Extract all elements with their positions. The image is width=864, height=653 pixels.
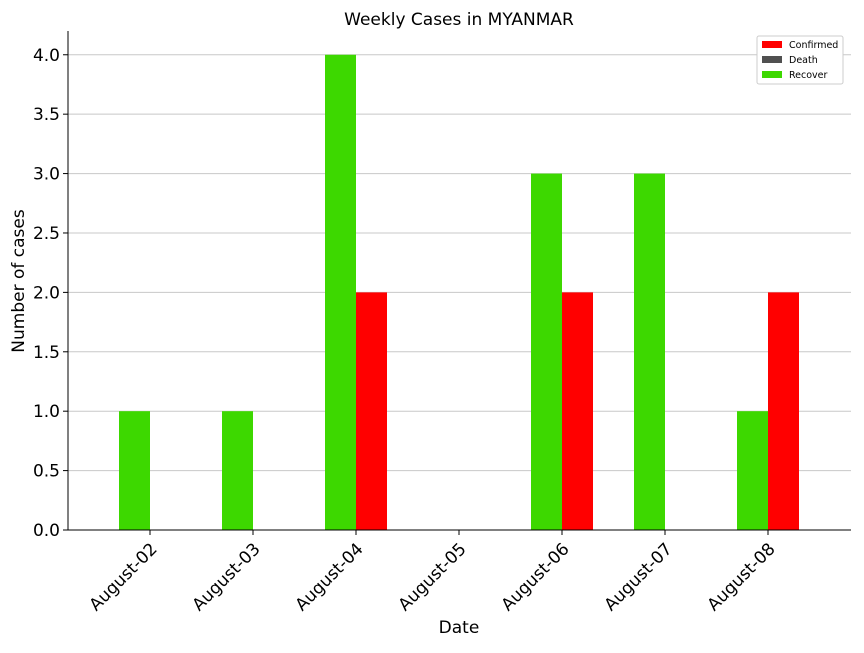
bars xyxy=(119,54,799,531)
y-tick-label: 1.0 xyxy=(33,402,60,422)
legend-label-recover: Recover xyxy=(789,70,828,81)
bar-recover-august-07 xyxy=(634,173,665,531)
y-tick-label: 1.5 xyxy=(33,343,60,363)
x-tick-label: August-07 xyxy=(601,539,677,615)
x-tick-label: August-06 xyxy=(498,539,574,615)
y-tick-label: 4.0 xyxy=(33,46,60,66)
axes xyxy=(67,31,851,531)
chart-title: Weekly Cases in MYANMAR xyxy=(344,10,574,30)
x-tick-label: August-08 xyxy=(704,539,780,615)
y-tick-label: 2.5 xyxy=(33,224,60,244)
bar-confirmed-august-08 xyxy=(768,292,799,530)
legend-swatch-confirmed xyxy=(762,41,782,48)
bar-recover-august-02 xyxy=(119,411,150,530)
x-tick-label: August-04 xyxy=(292,539,368,615)
bar-recover-august-04 xyxy=(325,54,356,531)
legend-label-death: Death xyxy=(789,55,818,66)
y-tick-label: 3.0 xyxy=(33,165,60,185)
legend-label-confirmed: Confirmed xyxy=(789,40,838,51)
y-tick-label: 0.5 xyxy=(33,462,60,482)
legend-swatch-death xyxy=(762,56,782,63)
x-tick-label: August-05 xyxy=(395,539,471,615)
legend: Confirmed Death Recover xyxy=(756,35,844,85)
x-tick-label: August-02 xyxy=(86,539,162,615)
bar-confirmed-august-06 xyxy=(562,292,593,530)
x-axis-label: Date xyxy=(439,618,480,638)
bar-recover-august-06 xyxy=(531,173,562,531)
bar-recover-august-08 xyxy=(737,411,768,530)
legend-swatch-recover xyxy=(762,71,782,78)
bar-recover-august-03 xyxy=(222,411,253,530)
y-ticks: 0.0 0.5 1.0 1.5 2.0 2.5 3.0 3.5 4.0 xyxy=(33,46,68,541)
x-tick-label: August-03 xyxy=(189,539,265,615)
x-ticks: August-02 August-03 August-04 August-05 Augu… xyxy=(86,530,780,615)
y-tick-label: 3.5 xyxy=(33,105,60,125)
y-tick-label: 0.0 xyxy=(33,521,60,541)
bar-confirmed-august-04 xyxy=(356,292,387,530)
grid xyxy=(68,54,851,472)
y-axis-label: Number of cases xyxy=(9,209,29,353)
y-tick-label: 2.0 xyxy=(33,283,60,303)
